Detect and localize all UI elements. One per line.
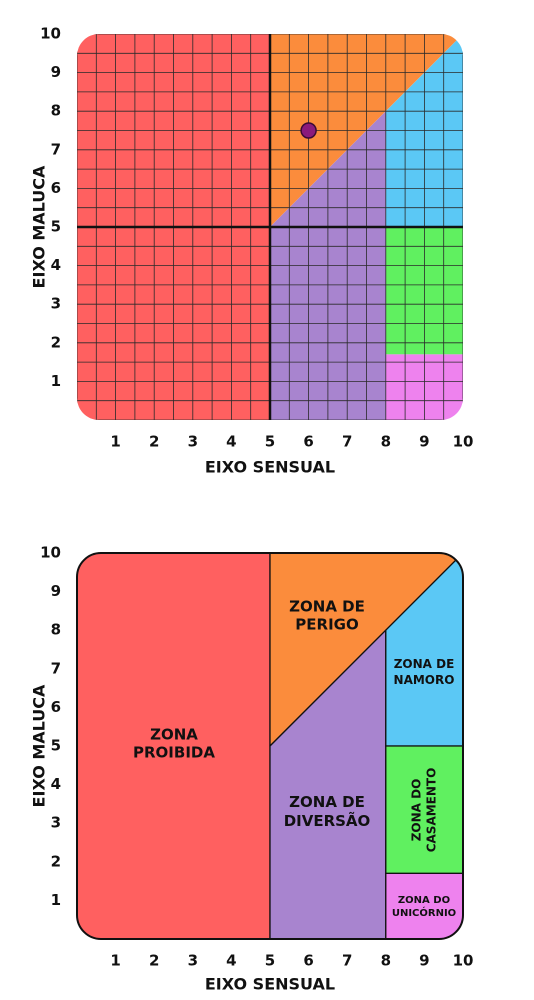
y-tick-label: 10	[40, 544, 61, 562]
x-tick-label: 2	[149, 433, 159, 451]
x-tick-label: 4	[226, 952, 236, 970]
x-tick-label: 5	[265, 952, 275, 970]
y-tick-label: 6	[51, 698, 61, 716]
top-plot-area	[77, 34, 463, 420]
y-tick-label: 2	[51, 852, 61, 870]
x-tick-label: 6	[303, 952, 313, 970]
x-tick-label: 8	[381, 433, 391, 451]
y-tick-label: 4	[51, 775, 61, 793]
region-unicornio	[385, 872, 463, 939]
y-tick-label: 5	[51, 218, 61, 236]
x-tick-label: 7	[342, 433, 352, 451]
y-tick-label: 1	[51, 372, 61, 390]
zone-label-perigo: ZONA DE PERIGO	[289, 597, 365, 633]
x-tick-label: 9	[419, 433, 429, 451]
y-tick-label: 2	[51, 333, 61, 351]
x-tick-label: 10	[453, 952, 474, 970]
y-tick-label: 9	[51, 582, 61, 600]
y-tick-label: 3	[51, 814, 61, 832]
y-tick-label: 4	[51, 256, 61, 274]
y-tick-label: 5	[51, 737, 61, 755]
x-tick-label: 8	[381, 952, 391, 970]
bottom-plot-area	[77, 553, 463, 939]
x-tick-label: 2	[149, 952, 159, 970]
y-tick-label: 8	[51, 621, 61, 639]
x-tick-label: 10	[453, 433, 474, 451]
zone-label-unicornio: ZONA DO UNICÓRNIO	[392, 895, 456, 919]
x-tick-label: 1	[110, 433, 120, 451]
x-tick-label: 7	[342, 952, 352, 970]
zone-label-casamento: ZONA DOCASAMENTO	[410, 768, 439, 853]
x-axis-label: EIXO SENSUAL	[205, 458, 335, 477]
y-tick-label: 6	[51, 179, 61, 197]
top-chart: 1 2 3 4 5 6 7 8 9 10 1 2 3 4 5 6 7 8 9 10 EIXO SENSUAL EIXO M…	[30, 25, 474, 477]
x-tick-label: 3	[188, 952, 198, 970]
y-tick-label: 9	[51, 63, 61, 81]
x-tick-label: 9	[419, 952, 429, 970]
x-tick-label: 4	[226, 433, 236, 451]
y-tick-label: 10	[40, 25, 61, 43]
x-tick-label: 6	[303, 433, 313, 451]
zone-label-diversao: ZONA DE DIVERSÃO	[284, 793, 371, 830]
x-tick-label: 1	[110, 952, 120, 970]
y-axis-label: EIXO MALUCA	[30, 684, 49, 807]
zone-label-namoro: ZONA DE NAMORO	[394, 657, 455, 687]
region-proibida	[77, 553, 271, 939]
y-tick-label: 7	[51, 140, 61, 158]
y-axis-label: EIXO MALUCA	[30, 165, 49, 288]
bottom-chart: ZONA PROIBIDA ZONA DE PERIGO ZONA DE DIVERSÃO…	[30, 544, 474, 994]
plot-border	[76, 552, 464, 940]
x-tick-label: 3	[188, 433, 198, 451]
y-tick-label: 1	[51, 891, 61, 909]
y-tick-label: 7	[51, 659, 61, 677]
x-tick-label: 5	[265, 433, 275, 451]
y-tick-label: 8	[51, 102, 61, 120]
y-tick-label: 3	[51, 295, 61, 313]
x-axis-label: EIXO SENSUAL	[205, 975, 335, 994]
data-point	[300, 122, 317, 139]
zone-label-proibida: ZONA PROIBIDA	[133, 725, 215, 761]
